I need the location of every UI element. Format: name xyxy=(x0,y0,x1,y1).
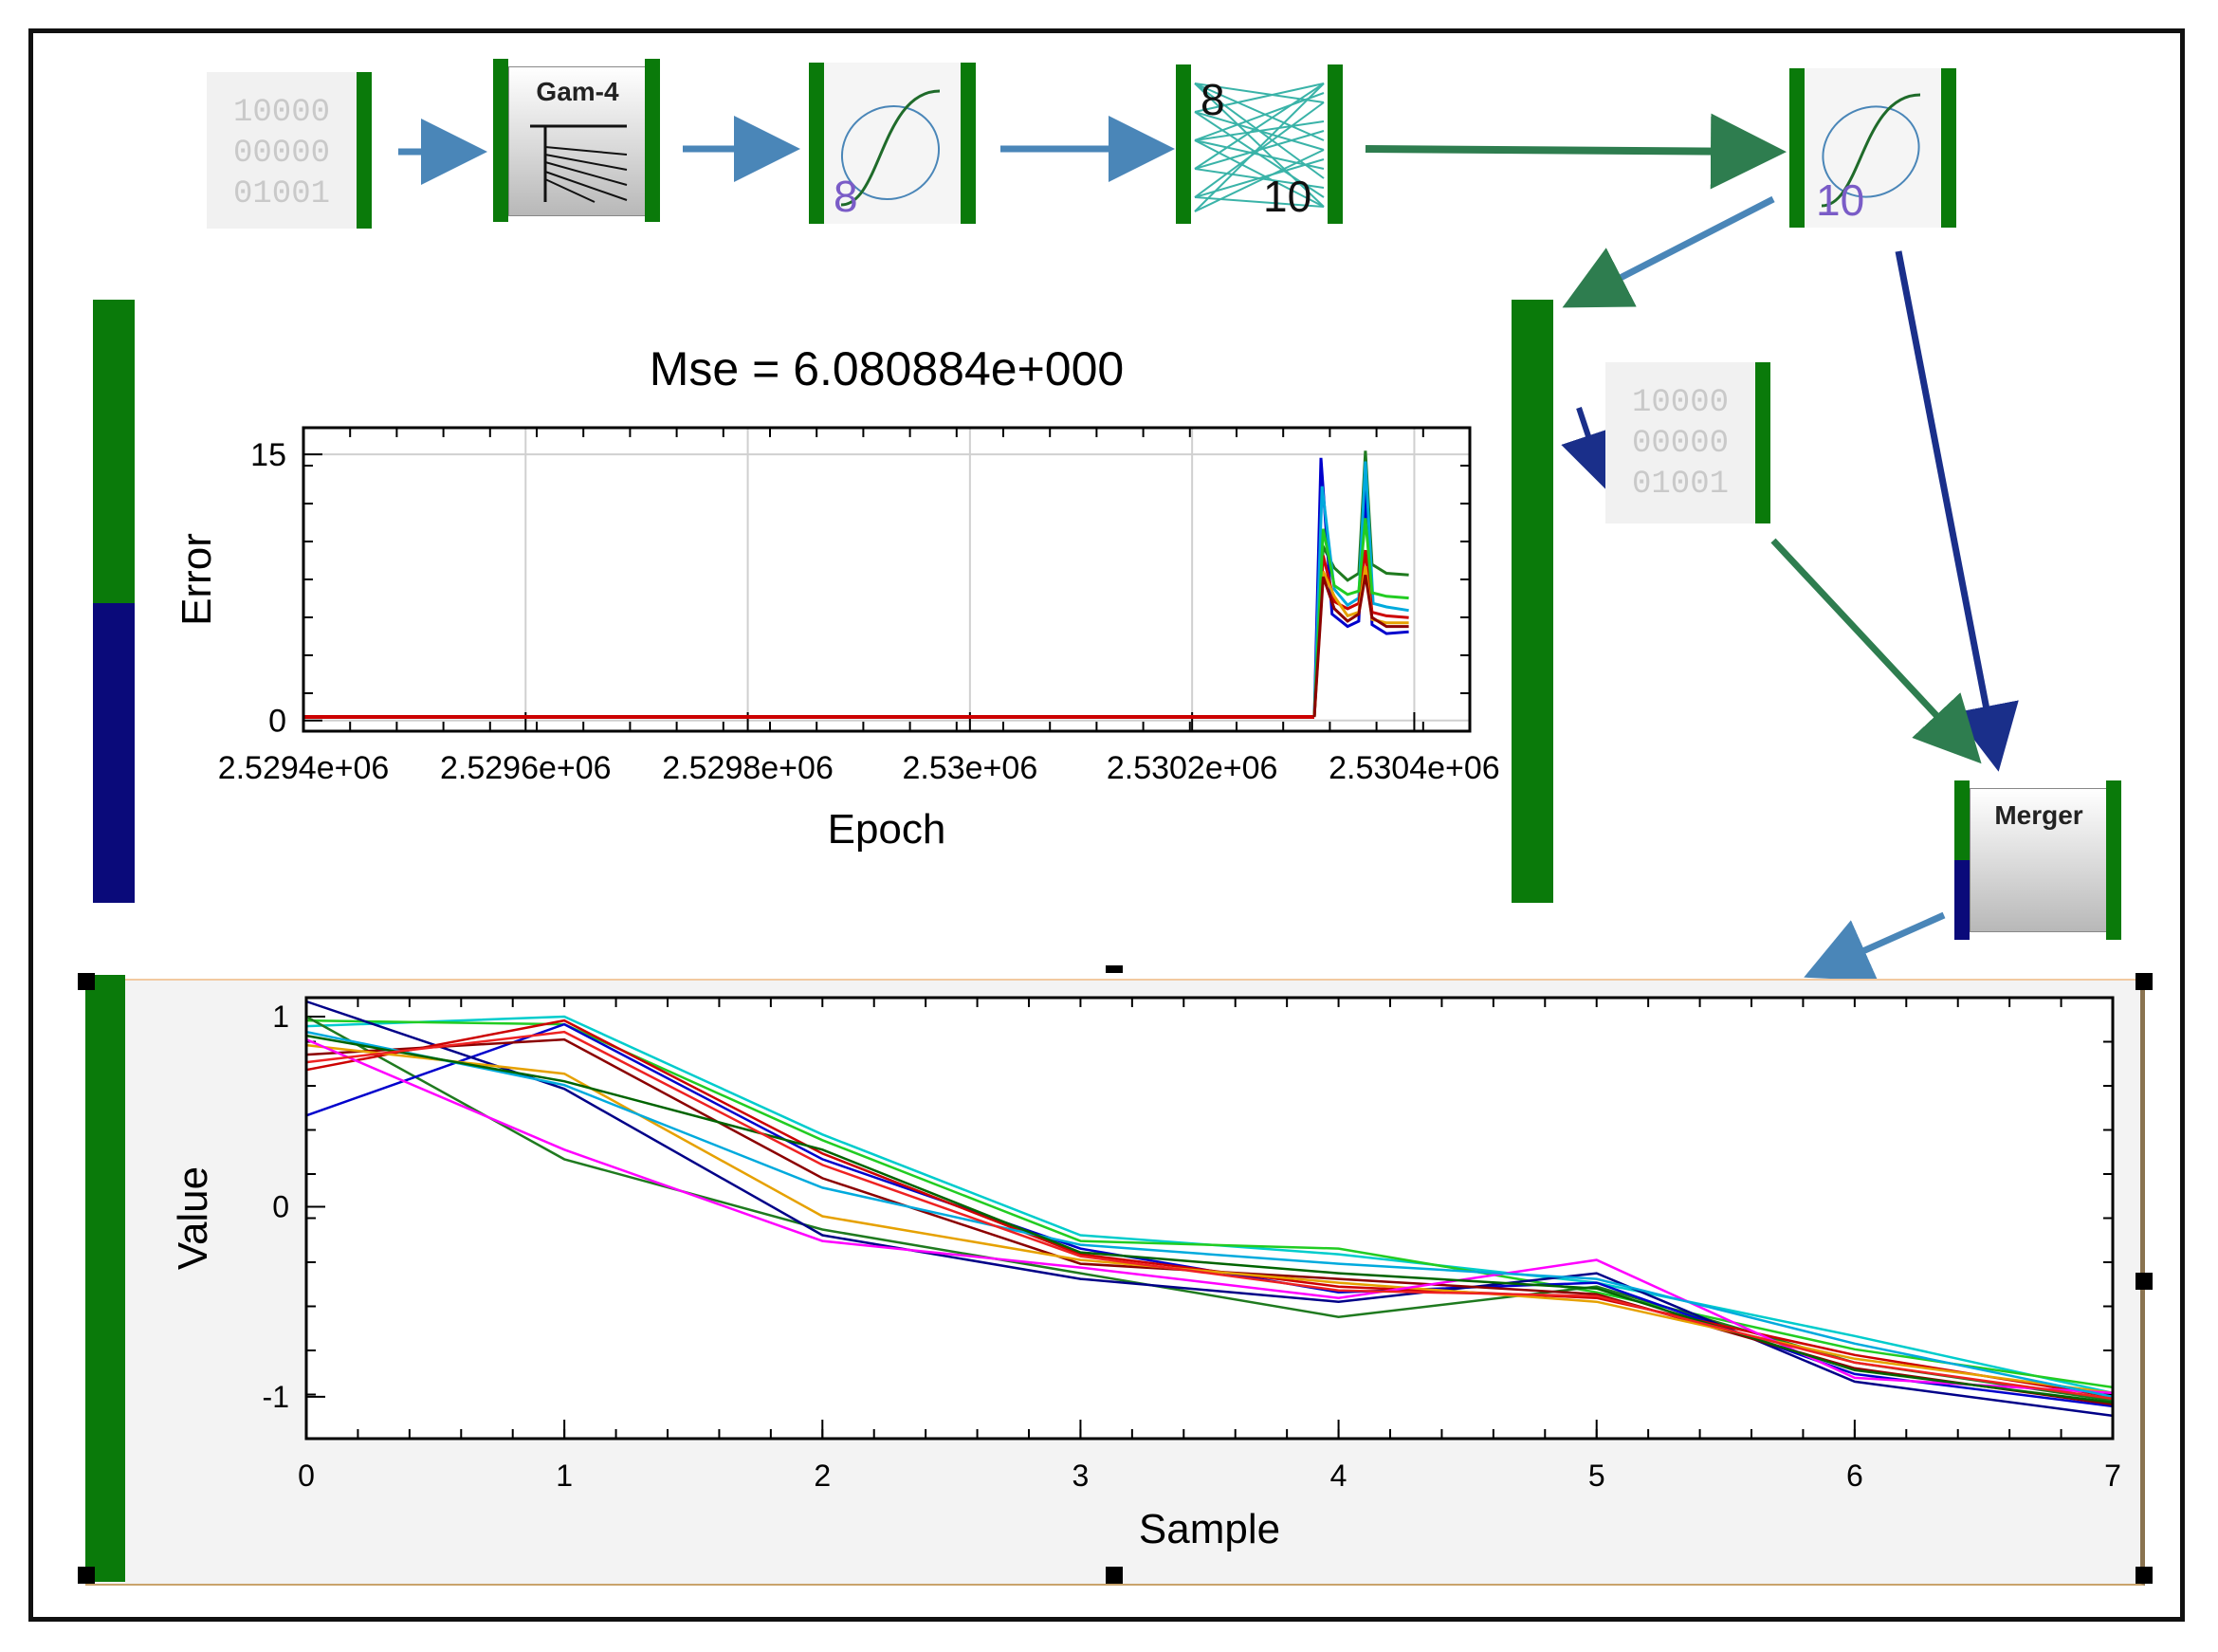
bits-row: 00000 xyxy=(1631,426,1730,462)
output-port-bar[interactable] xyxy=(2106,780,2121,940)
chart-title: Mse = 6.080884e+000 xyxy=(650,342,1124,395)
x-axis-label: Sample xyxy=(1139,1506,1280,1552)
series-line xyxy=(305,1043,2114,1395)
input-port-bar-green[interactable] xyxy=(93,300,135,603)
bits-row: 01001 xyxy=(232,176,331,212)
dense-in-count: 8 xyxy=(1201,75,1225,124)
selection-handle[interactable] xyxy=(1106,1567,1123,1584)
x-tick-label: 0 xyxy=(298,1459,315,1493)
selection-handle[interactable] xyxy=(78,973,95,990)
error-chart: 2.5294e+06 2.5296e+06 2.5298e+06 2.53e+06 2.… xyxy=(174,342,1500,853)
input-node[interactable]: 10000 00000 01001 xyxy=(207,72,373,229)
output-port-bar[interactable] xyxy=(645,59,660,222)
activation-2-count: 10 xyxy=(1816,175,1865,225)
x-tick-label: 3 xyxy=(1072,1459,1090,1493)
y-axis-label: Value xyxy=(170,1166,216,1270)
y-axis-label: Error xyxy=(174,533,220,626)
x-tick-label: 5 xyxy=(1588,1459,1605,1493)
merger-node[interactable]: Merger xyxy=(1954,780,2121,940)
selection-handle[interactable] xyxy=(2136,1567,2153,1584)
wire-target-to-merger[interactable] xyxy=(1770,538,1982,764)
x-tick-label: 1 xyxy=(556,1459,573,1493)
x-tick-label: 6 xyxy=(1846,1459,1863,1493)
plot-area xyxy=(306,998,2113,1439)
series-line xyxy=(305,1000,2114,1418)
output-port-bar[interactable] xyxy=(961,63,976,224)
gamma-box: Gam-4 xyxy=(508,66,647,216)
output-port-bar[interactable] xyxy=(1328,64,1343,224)
x-tick-label: 2.5296e+06 xyxy=(440,750,612,786)
x-tick-label: 2.5298e+06 xyxy=(662,750,834,786)
input-port-bar[interactable] xyxy=(493,59,508,222)
gamma-label: Gam-4 xyxy=(536,77,619,106)
selection-handle[interactable] xyxy=(78,1567,95,1584)
activation-node-2[interactable]: 10 xyxy=(1789,68,1956,228)
output-port-bar[interactable] xyxy=(1755,362,1770,523)
input-port-bar-green[interactable] xyxy=(1954,780,1970,860)
input-port-bar[interactable] xyxy=(85,975,125,1582)
y-tick-label: 0 xyxy=(268,704,286,740)
x-tick-label: 4 xyxy=(1330,1459,1347,1493)
wire-activation2-to-errorplot[interactable] xyxy=(1562,195,1775,308)
sigmoid-icon xyxy=(1821,93,1921,208)
plot-frame xyxy=(304,996,2115,1441)
bits-row: 10000 xyxy=(1631,385,1730,421)
target-bits-block: 10000 00000 01001 xyxy=(1605,362,1755,523)
fan-lines-icon xyxy=(530,124,628,203)
x-tick-label: 2.5302e+06 xyxy=(1107,750,1278,786)
wire-dense-to-activation2[interactable] xyxy=(1365,113,1787,190)
y-tick-label: -1 xyxy=(263,1380,289,1414)
series-line xyxy=(1312,518,1409,718)
dense-connections-icon xyxy=(1194,83,1325,212)
wire-activation2-to-merger[interactable] xyxy=(1895,250,2019,772)
series-line xyxy=(305,1030,2114,1401)
wire-merger-to-valueplot[interactable] xyxy=(1804,911,1946,982)
merger-box: Merger xyxy=(1970,788,2108,932)
output-port-bar[interactable] xyxy=(1512,300,1553,903)
selection-handle[interactable] xyxy=(2136,1273,2153,1290)
target-node[interactable]: 10000 00000 01001 xyxy=(1605,362,1771,523)
merger-label: Merger xyxy=(1994,800,2083,830)
output-port-bar[interactable] xyxy=(1941,68,1956,228)
dense-layer-node[interactable]: 8 10 xyxy=(1176,64,1343,224)
series-line xyxy=(305,1034,2114,1404)
activation-node-1[interactable]: 8 xyxy=(809,63,976,224)
error-plot-node[interactable]: 2.5294e+06 2.5296e+06 2.5298e+06 2.53e+06 2.… xyxy=(93,300,1553,903)
wire-errorplot-to-target[interactable] xyxy=(1561,407,1616,490)
plot-area xyxy=(303,428,1470,731)
x-axis-label: Epoch xyxy=(828,806,946,853)
y-tick-label: 15 xyxy=(250,437,286,473)
input-port-bar-navy[interactable] xyxy=(93,603,135,903)
x-tick-label: 7 xyxy=(2104,1459,2121,1493)
bits-row: 10000 xyxy=(232,95,331,131)
activation-1-count: 8 xyxy=(834,172,858,221)
selection-handle[interactable] xyxy=(1106,965,1123,973)
plot-frame xyxy=(302,426,1472,733)
output-port-bar[interactable] xyxy=(357,72,372,229)
gamma-node[interactable]: Gam-4 xyxy=(493,59,660,222)
input-port-bar[interactable] xyxy=(1176,64,1191,224)
input-bits-block: 10000 00000 01001 xyxy=(207,72,357,229)
y-tick-label: 1 xyxy=(272,1000,289,1034)
x-tick-label: 2.53e+06 xyxy=(902,750,1037,786)
series-line xyxy=(305,1037,2114,1395)
bits-row: 01001 xyxy=(1631,467,1730,503)
input-port-bar[interactable] xyxy=(809,63,824,224)
diagram-frame xyxy=(28,28,2185,1622)
series-line xyxy=(1312,575,1409,718)
input-port-bar[interactable] xyxy=(1789,68,1805,228)
selection-handle[interactable] xyxy=(2136,973,2153,990)
y-tick-label: 0 xyxy=(272,1190,289,1224)
x-tick-label: 2.5294e+06 xyxy=(218,750,390,786)
series-line xyxy=(305,1030,2114,1399)
dense-out-count: 10 xyxy=(1263,172,1312,221)
input-port-bar-navy[interactable] xyxy=(1954,860,1970,940)
value-chart: 0 1 2 3 4 5 6 7 1 0 -1 Sample Value xyxy=(170,996,2121,1552)
x-tick-label: 2.5304e+06 xyxy=(1329,750,1500,786)
bits-row: 00000 xyxy=(232,136,331,172)
value-plot-node[interactable]: 0 1 2 3 4 5 6 7 1 0 -1 Sample Value xyxy=(78,965,2153,1586)
x-tick-label: 2 xyxy=(814,1459,831,1493)
sigmoid-icon xyxy=(840,89,941,207)
